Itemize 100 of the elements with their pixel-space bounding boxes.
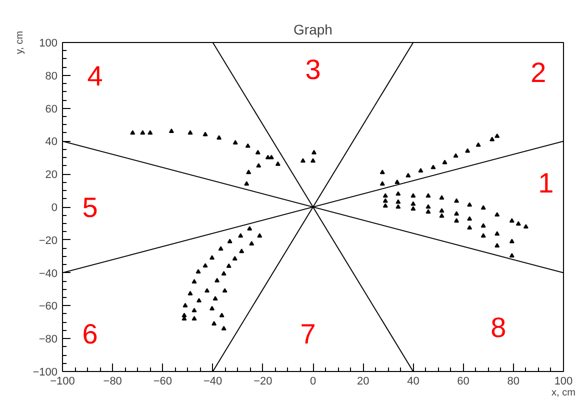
point: [394, 180, 400, 184]
point: [256, 163, 262, 168]
point: [216, 135, 222, 140]
point: [257, 233, 262, 238]
point: [192, 316, 197, 321]
point: [204, 288, 210, 293]
point: [226, 263, 232, 268]
point: [218, 246, 224, 251]
point: [454, 198, 460, 203]
point: [130, 130, 136, 135]
annotation: 7: [300, 318, 316, 350]
annotation: 5: [82, 192, 98, 223]
y-axis-title: y, cm: [14, 30, 26, 54]
point: [188, 130, 193, 135]
x-tick-label: −60: [153, 376, 172, 388]
x-tick-label: 60: [457, 376, 470, 388]
chart-title: Graph: [294, 22, 332, 38]
point: [312, 150, 316, 154]
point: [210, 306, 215, 310]
point: [494, 212, 500, 217]
y-tick-label: 0: [51, 202, 58, 214]
y-tick-label: −60: [38, 300, 58, 313]
y-tick-label: 40: [45, 136, 58, 148]
point: [442, 160, 448, 164]
point: [453, 153, 458, 158]
point: [168, 128, 174, 133]
point: [380, 181, 385, 186]
point: [245, 143, 250, 148]
point: [516, 221, 521, 226]
point: [202, 132, 208, 136]
point: [382, 203, 388, 208]
point: [396, 199, 401, 204]
point: [202, 263, 208, 268]
annotation: 2: [530, 57, 546, 88]
point: [467, 225, 472, 230]
point: [239, 248, 244, 254]
point: [238, 233, 244, 238]
y-tick-label: 20: [45, 169, 58, 182]
point: [494, 133, 500, 138]
point: [382, 193, 388, 198]
point: [382, 198, 388, 203]
point: [426, 204, 431, 209]
y-tick-label: −80: [38, 334, 58, 346]
point: [494, 231, 500, 236]
annotation: 3: [305, 54, 321, 85]
point: [380, 170, 385, 174]
point: [426, 193, 431, 198]
point: [494, 243, 500, 248]
annotation: 4: [87, 60, 103, 92]
point: [410, 201, 416, 206]
point: [476, 142, 481, 147]
point: [222, 288, 228, 293]
point: [509, 253, 514, 258]
x-tick-label: 80: [507, 376, 520, 388]
point: [192, 279, 197, 284]
point: [523, 224, 528, 229]
point: [192, 308, 197, 312]
point: [265, 154, 270, 160]
point: [219, 312, 224, 318]
y-tick-label: −40: [38, 268, 58, 280]
annotation: 6: [82, 318, 98, 350]
point: [148, 130, 153, 135]
point: [465, 148, 470, 153]
point: [480, 223, 486, 228]
point: [300, 158, 306, 163]
point: [396, 204, 401, 209]
point: [480, 205, 486, 210]
point: [249, 241, 254, 246]
y-tick-label: 100: [39, 38, 58, 50]
point: [418, 168, 424, 172]
point: [182, 302, 188, 308]
point: [255, 150, 260, 154]
point: [275, 161, 280, 166]
x-tick-label: 20: [356, 376, 370, 388]
point: [196, 298, 202, 302]
point: [396, 191, 401, 196]
point: [221, 326, 226, 330]
point: [232, 140, 238, 144]
point: [268, 154, 274, 160]
point: [509, 218, 514, 223]
y-tick-label: 60: [45, 103, 58, 116]
x-axis-title: x, cm: [552, 388, 576, 398]
point: [439, 208, 444, 213]
point: [406, 172, 411, 178]
point: [210, 255, 215, 260]
x-tick-label: −20: [254, 376, 272, 388]
point: [221, 270, 226, 276]
point: [214, 278, 220, 282]
point: [430, 164, 436, 170]
point: [454, 211, 460, 216]
point: [188, 290, 193, 296]
y-tick-label: −100: [32, 366, 58, 378]
point: [212, 296, 218, 300]
point: [246, 170, 252, 174]
point: [439, 195, 444, 200]
point: [426, 209, 431, 214]
point: [467, 202, 472, 207]
point: [439, 213, 444, 218]
x-tick-label: −40: [203, 376, 222, 388]
y-tick-label: 80: [45, 70, 58, 82]
